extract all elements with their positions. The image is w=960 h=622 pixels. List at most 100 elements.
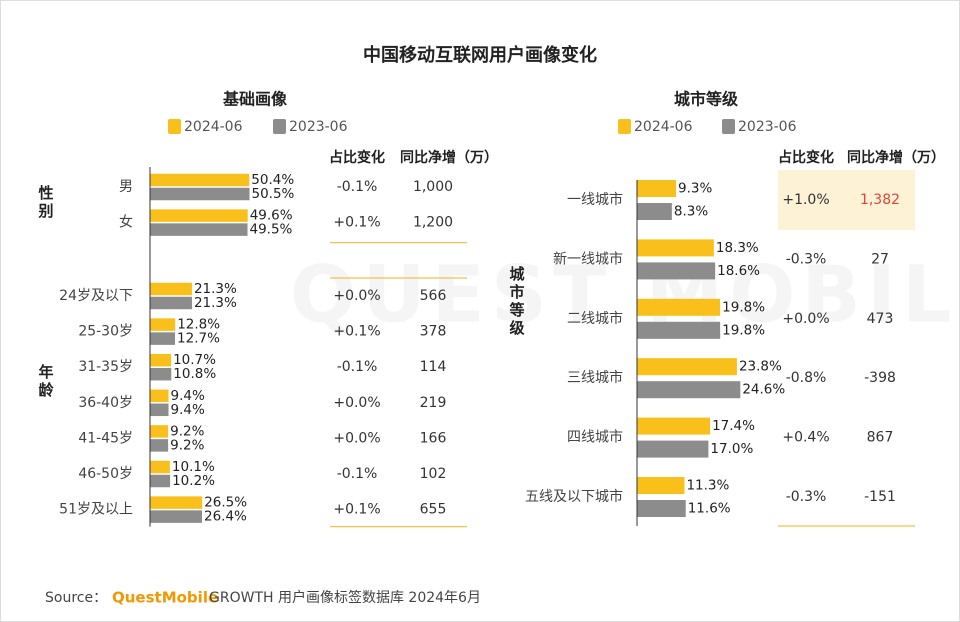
category-label: 46-50岁 [78, 466, 133, 482]
bar [637, 262, 716, 280]
table-header: 占比变化 [329, 149, 385, 166]
bar [150, 403, 169, 417]
table-cell: -398 [864, 370, 896, 386]
bar [150, 173, 250, 187]
table-cell: -0.3% [786, 489, 827, 505]
value-label: 21.3% [194, 281, 237, 297]
category-label: 三线城市 [567, 369, 623, 386]
value-label: 9.2% [170, 423, 204, 439]
bar [150, 332, 176, 345]
value-label: 9.4% [171, 402, 205, 418]
table-cell: -151 [864, 489, 896, 505]
value-label: 18.6% [717, 263, 760, 279]
bar [150, 367, 172, 381]
bar [150, 425, 169, 438]
table-header: 同比净增（万） [847, 149, 945, 166]
category-label: 二线城市 [567, 310, 623, 327]
table-cell: 27 [871, 251, 889, 267]
table-cell: -0.3% [786, 251, 827, 267]
bar [150, 296, 192, 310]
table-cell: 1,382 [860, 192, 900, 208]
bar [150, 460, 170, 474]
table-cell: +0.0% [333, 288, 380, 304]
value-label: 11.3% [686, 478, 729, 494]
highlight [778, 170, 915, 230]
table-cell: +0.1% [333, 324, 380, 340]
value-label: 21.3% [194, 295, 237, 311]
table-cell: +0.1% [333, 502, 380, 518]
legend-swatch [273, 119, 286, 134]
bar [150, 389, 169, 403]
table-cell: 219 [420, 395, 447, 411]
table-cell: 473 [867, 311, 894, 327]
legend-label: 2024-06 [634, 119, 693, 135]
legend-swatch [722, 119, 735, 134]
table-header: 占比变化 [778, 149, 834, 166]
bar [637, 477, 685, 494]
table-cell: -0.1% [337, 466, 378, 482]
category-label: 新一线城市 [553, 250, 623, 267]
value-label: 49.6% [250, 208, 293, 224]
bar [150, 209, 248, 222]
bar [150, 439, 169, 452]
bar [150, 223, 248, 236]
table-cell: 378 [420, 324, 447, 340]
bar [150, 496, 203, 509]
legend-label: 2023-06 [738, 119, 797, 135]
category-label: 31-35岁 [78, 359, 133, 375]
value-label: 23.8% [739, 359, 782, 375]
bar [150, 318, 176, 331]
value-label: 10.8% [173, 366, 216, 382]
footer-label: Source： [45, 590, 107, 606]
table-cell: 1,000 [413, 179, 453, 195]
value-label: 19.8% [722, 322, 765, 338]
table-header: 同比净增（万） [400, 149, 498, 166]
table-cell: +0.0% [333, 430, 380, 446]
value-label: 12.8% [177, 317, 220, 333]
table-cell: +0.0% [333, 395, 380, 411]
category-label: 五线及以下城市 [525, 488, 623, 505]
table-cell: 867 [867, 430, 894, 446]
value-label: 26.5% [204, 495, 247, 511]
value-label: 10.7% [173, 352, 216, 368]
table-cell: 655 [420, 502, 447, 518]
value-label: 18.3% [716, 240, 759, 256]
bar [637, 203, 672, 220]
page-title: 中国移动互联网用户画像变化 [363, 44, 597, 66]
bar [637, 239, 714, 257]
watermark: QUEST MOBILE [290, 250, 960, 340]
value-label: 9.4% [171, 388, 205, 404]
bar [637, 321, 721, 339]
category-label: 25-30岁 [78, 324, 133, 340]
table-cell: 1,200 [413, 215, 453, 231]
chart-title: 基础画像 [222, 90, 288, 109]
group-label: 年龄 [37, 363, 55, 400]
value-label: 9.3% [678, 181, 712, 197]
bar [637, 381, 741, 399]
table-cell: 566 [420, 288, 447, 304]
bar [637, 180, 677, 197]
table-cell: 166 [420, 430, 447, 446]
value-label: 10.2% [172, 473, 215, 489]
table-cell: 102 [420, 466, 447, 482]
category-label: 男 [119, 179, 133, 195]
footer: Source： QuestMobile GROWTH 用户画像标签数据库 202… [45, 589, 481, 607]
chart-title: 城市等级 [674, 90, 739, 109]
bar [637, 358, 737, 376]
category-label: 24岁及以下 [59, 288, 133, 304]
category-label: 51岁及以上 [59, 502, 133, 518]
value-label: 50.5% [251, 186, 294, 202]
bar [637, 417, 711, 435]
value-label: 17.0% [710, 441, 753, 457]
legend-swatch [168, 119, 181, 134]
category-label: 女 [119, 214, 133, 231]
value-label: 49.5% [250, 222, 293, 238]
category-label: 41-45岁 [78, 430, 133, 446]
group-label: 性别 [37, 184, 55, 221]
value-label: 10.1% [172, 459, 215, 475]
bar [637, 500, 686, 517]
legend-label: 2023-06 [289, 119, 348, 135]
category-label: 四线城市 [567, 429, 623, 446]
table-cell: +0.4% [782, 430, 829, 446]
